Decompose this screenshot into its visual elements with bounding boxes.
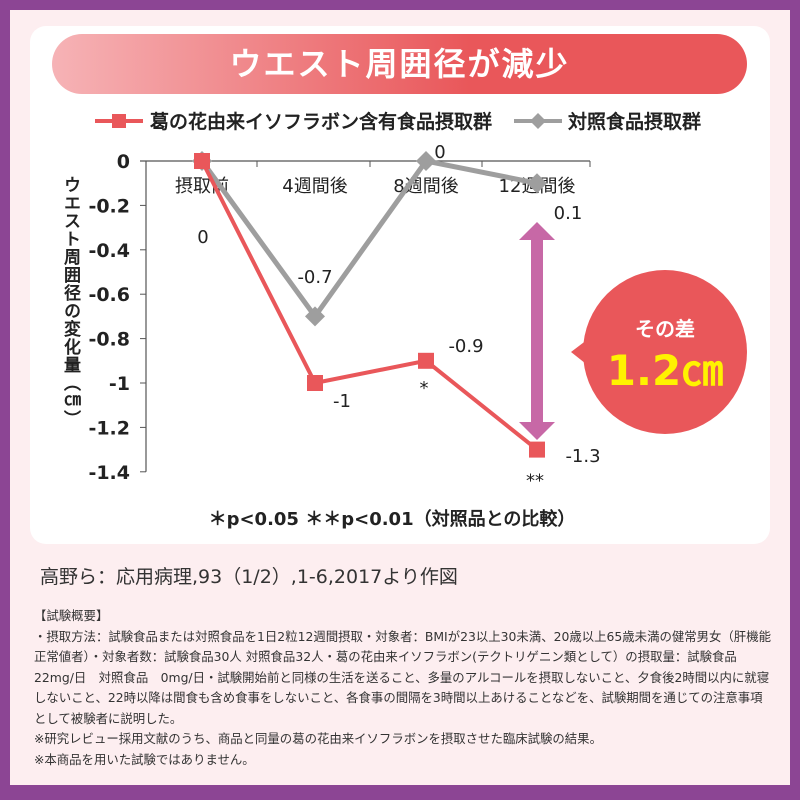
y-tick-label: -0.4 [88,240,130,262]
series-line-control [199,158,538,321]
data-label-test: -1.3 [565,446,600,467]
legend-marker-test [112,114,126,128]
y-tick-label: -0.2 [88,195,130,217]
difference-value: 1.2㎝ [607,346,723,395]
significance-marker: ** [526,471,544,492]
line-chart: 0-0.2-0.4-0.6-0.8-1-1.2-1.4摂取前4週間後8週間後12… [60,110,747,530]
notes-disclaimer-1: ※研究レビュー採用文献のうち、商品と同量の葛の花由来イソフラボンを摂取させた臨床… [34,731,602,746]
y-axis-label: ウエスト周囲径の変化量（㎝） [60,176,81,428]
significance-footnote: ＊p<0.05 ＊＊p<0.01（対照品との比較） [209,508,576,530]
data-label-test: 0 [197,227,208,248]
difference-arrow-head-down [519,422,555,440]
notes-body: ・摂取方法：試験食品または対照食品を1日2粒12週間摂取・対象者：BMIが23以… [34,628,771,726]
significance-marker: * [420,378,429,399]
data-label-control: -0.7 [297,267,332,288]
difference-label: その差 [635,317,695,341]
data-point-diamond [305,306,325,327]
data-point-square [194,153,210,169]
data-label-control: 0 [434,142,445,163]
data-point-diamond [527,173,547,194]
notes-disclaimer-2: ※本商品を用いた試験ではありません。 [34,751,255,767]
legend-marker-control [530,113,546,129]
difference-bubble [583,270,747,434]
difference-arrow-head-up [519,222,555,240]
study-notes: 【試験概要】 ・摂取方法：試験食品または対照食品を1日2粒12週間摂取・対象者：… [34,606,774,770]
source-citation: 高野ら：応用病理,93（1/2）,1-6,2017より作図 [40,566,458,588]
legend-label-test: 葛の花由来イソフラボン含有食品摂取群 [149,110,492,133]
y-tick-label: -0.8 [88,329,130,351]
y-tick-label: -1.4 [88,462,130,484]
notes-heading: 【試験概要】 [34,608,109,623]
data-point-diamond [416,151,436,171]
x-tick-label: 4週間後 [282,176,347,197]
data-point-square [529,441,545,458]
y-tick-label: 0 [117,151,130,173]
series-line-test [200,160,539,452]
data-point-square [307,375,323,391]
data-label-control: 0.1 [554,203,583,224]
y-tick-label: -1 [109,373,130,395]
y-tick-label: -1.2 [88,417,130,439]
data-label-test: -1 [333,391,351,412]
title-banner: ウエスト周囲径が減少 [52,34,747,94]
data-label-test: -0.9 [448,336,483,357]
legend-label-control: 対照食品摂取群 [567,110,701,133]
data-point-square [418,352,434,369]
difference-arrow-shaft [531,232,543,422]
y-tick-label: -0.6 [88,284,130,306]
